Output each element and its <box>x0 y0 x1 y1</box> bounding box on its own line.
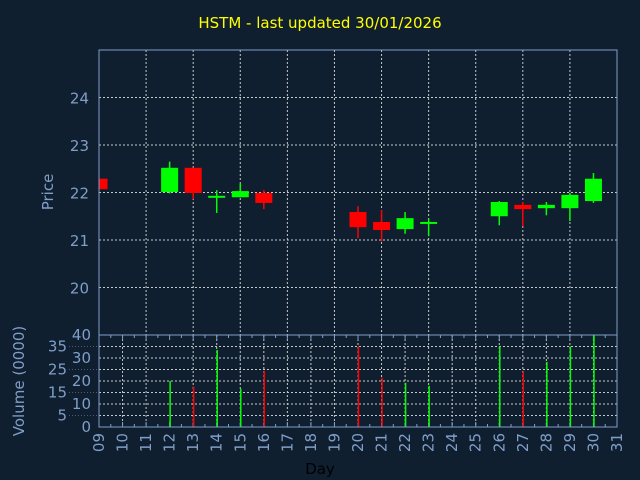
chart-title: HSTM - last updated 30/01/2026 <box>198 14 442 32</box>
volume-tick-label: 30 <box>72 349 91 367</box>
candle-body <box>396 218 414 230</box>
x-tick-label: 22 <box>396 433 414 452</box>
x-tick-label: 28 <box>537 433 555 452</box>
x-tick-label: 20 <box>349 433 367 452</box>
candle-body <box>99 178 108 190</box>
x-tick-label: 13 <box>184 433 202 452</box>
volume-plot-frame <box>98 334 618 428</box>
candle-body <box>231 191 249 198</box>
price-tick-label: 24 <box>70 90 89 108</box>
price-axis-label: Price <box>39 174 57 211</box>
volume-tick-label: 5 <box>57 407 67 425</box>
x-tick-label: 09 <box>90 433 108 452</box>
volume-tick-label: 25 <box>48 361 67 379</box>
x-tick-label: 23 <box>420 433 438 452</box>
x-tick-label: 30 <box>584 433 602 452</box>
candle-body <box>537 204 555 209</box>
x-tick-label: 16 <box>255 433 273 452</box>
candle-body <box>349 211 367 228</box>
x-tick-label: 10 <box>114 433 132 452</box>
x-tick-label: 29 <box>561 433 579 452</box>
price-tick-label: 21 <box>70 232 89 250</box>
candle-body <box>584 178 602 202</box>
volume-axis-label: Volume (0000) <box>10 326 28 436</box>
candle-body <box>420 221 438 224</box>
candle-body <box>514 204 532 210</box>
volume-tick-label: 40 <box>72 326 91 344</box>
x-tick-label: 21 <box>373 433 391 452</box>
volume-tick-label: 20 <box>72 372 91 390</box>
volume-tick-label: 15 <box>48 384 67 402</box>
price-tick-label: 22 <box>70 185 89 203</box>
candle-body <box>561 194 579 209</box>
volume-tick-label: 35 <box>48 338 67 356</box>
x-tick-label: 26 <box>490 433 508 452</box>
candle-body <box>161 167 179 193</box>
x-tick-label: 24 <box>443 433 461 452</box>
x-tick-label: 11 <box>137 433 155 452</box>
candle-body <box>184 167 202 193</box>
x-tick-label: 31 <box>608 433 626 452</box>
volume-tick-label: 0 <box>81 418 91 436</box>
x-tick-label: 14 <box>208 433 226 452</box>
candle-body <box>255 192 273 203</box>
x-tick-label: 17 <box>278 433 296 452</box>
candle-body <box>490 202 508 217</box>
price-tick-label: 23 <box>70 137 89 155</box>
candle-body <box>373 221 391 231</box>
x-tick-label: 19 <box>325 433 343 452</box>
x-tick-label: 15 <box>231 433 249 452</box>
volume-tick-label: 10 <box>72 395 91 413</box>
x-axis-label: Day <box>305 460 335 478</box>
x-tick-label: 27 <box>514 433 532 452</box>
x-tick-label: 25 <box>467 433 485 452</box>
x-tick-label: 12 <box>161 433 179 452</box>
x-tick-label: 18 <box>302 433 320 452</box>
candle-body <box>208 195 226 198</box>
price-tick-label: 20 <box>70 280 89 298</box>
